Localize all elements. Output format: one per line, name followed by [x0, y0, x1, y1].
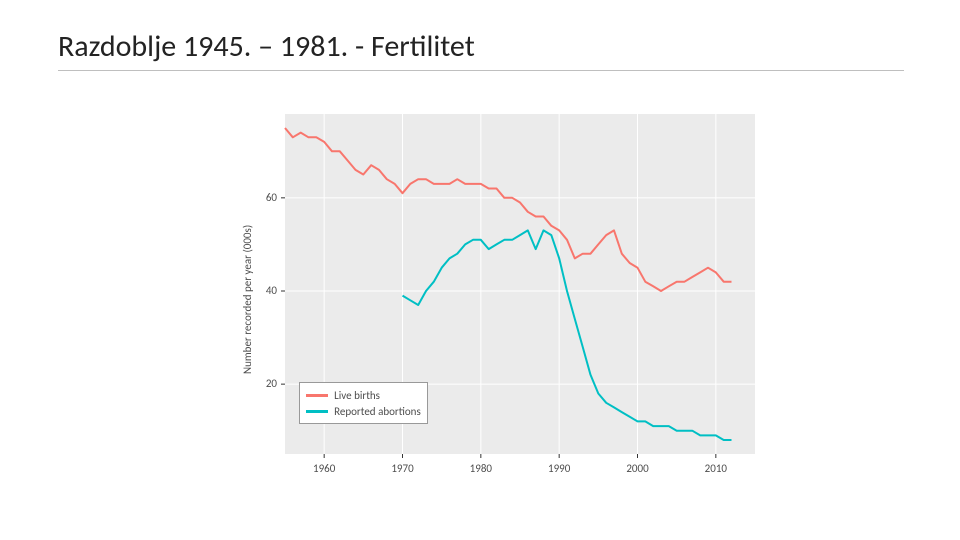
legend-label: Reported abortions	[334, 405, 421, 418]
legend-item: Live births	[306, 387, 421, 403]
x-tick-label: 1990	[544, 462, 574, 475]
title-underline	[58, 70, 904, 71]
x-tick-label: 2000	[623, 462, 653, 475]
series-line-0	[285, 128, 732, 291]
legend-item: Reported abortions	[306, 403, 421, 419]
fertility-chart: 204060196019701980199020002010Number rec…	[225, 108, 765, 488]
legend: Live births Reported abortions	[299, 382, 428, 424]
series-line-1	[403, 230, 732, 440]
y-axis-label: Number recorded per year (000s)	[241, 225, 254, 374]
page-title: Razdoblje 1945. – 1981. - Fertilitet	[58, 28, 475, 65]
y-tick-label: 20	[247, 377, 277, 390]
legend-swatch	[306, 410, 328, 413]
title-wrap: Razdoblje 1945. – 1981. - Fertilitet	[58, 28, 475, 65]
chart-svg	[225, 108, 765, 488]
x-tick-label: 1980	[466, 462, 496, 475]
legend-swatch	[306, 394, 328, 397]
legend-label: Live births	[334, 389, 380, 402]
slide: Razdoblje 1945. – 1981. - Fertilitet 204…	[0, 0, 960, 540]
x-tick-label: 1960	[309, 462, 339, 475]
x-tick-label: 1970	[388, 462, 418, 475]
y-tick-label: 60	[247, 191, 277, 204]
x-tick-label: 2010	[701, 462, 731, 475]
